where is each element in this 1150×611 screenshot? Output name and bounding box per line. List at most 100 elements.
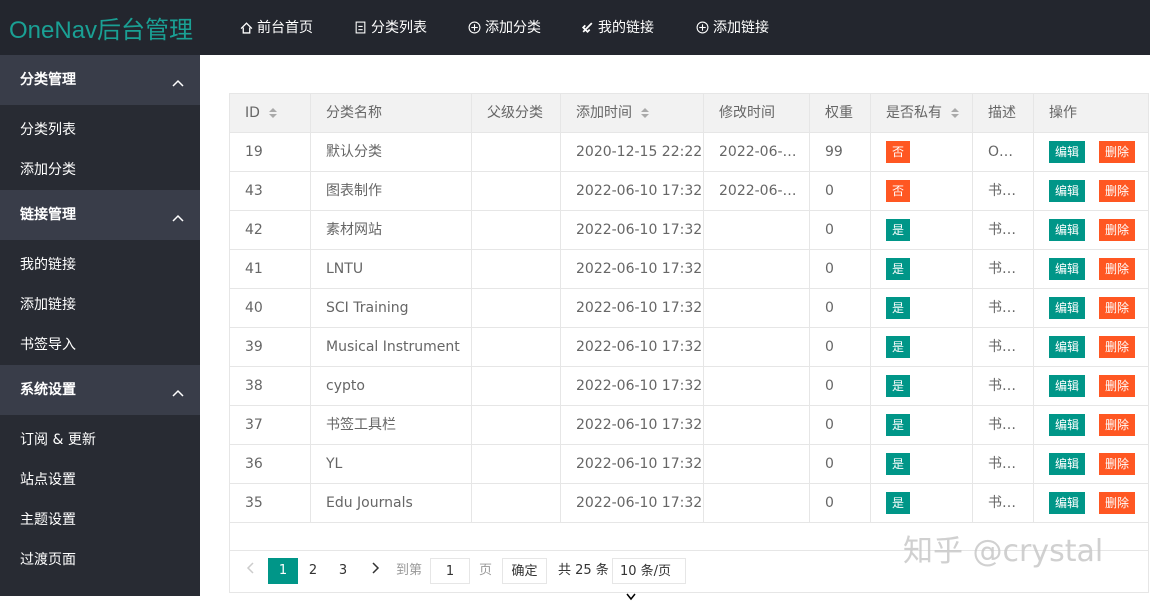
edit-button[interactable]: 编辑 <box>1049 141 1085 163</box>
menu-item[interactable]: 书签导入 <box>20 337 76 353</box>
edit-button[interactable]: 编辑 <box>1049 453 1085 475</box>
prev-page[interactable] <box>240 558 260 584</box>
menu-group-title[interactable]: 系统设置 <box>0 365 200 415</box>
nav-item[interactable]: 前台首页 <box>240 17 313 37</box>
page-number[interactable]: 2 <box>308 563 318 578</box>
cell-text: O… <box>988 144 1014 160</box>
nav-label: 分类列表 <box>371 20 427 36</box>
column-header[interactable]: 添加时间 <box>561 94 704 133</box>
menu-item[interactable]: 过渡页面 <box>20 552 76 568</box>
private-badge: 否 <box>886 180 910 202</box>
table-cell: 是 <box>871 211 973 250</box>
table-cell: 37 <box>230 406 311 445</box>
column-header: 父级分类 <box>472 94 561 133</box>
table-cell: 编辑 删除 <box>1034 445 1149 484</box>
menu-group-title[interactable]: 分类管理 <box>0 55 200 105</box>
delete-button[interactable]: 删除 <box>1099 180 1135 202</box>
cell-text: 2022-06-10 17:32 <box>576 495 703 511</box>
next-page[interactable] <box>366 558 386 584</box>
nav-item[interactable]: 分类列表 <box>354 17 427 37</box>
confirm-button[interactable]: 确定 <box>502 558 547 584</box>
table-cell: 2022-06-10 17:32 <box>561 406 704 445</box>
page-number[interactable]: 1 <box>268 558 298 584</box>
edit-button[interactable]: 编辑 <box>1049 258 1085 280</box>
chevron <box>172 389 184 397</box>
menu-item[interactable]: 添加链接 <box>20 297 76 313</box>
table-cell <box>472 133 561 172</box>
column-label: 权重 <box>825 105 853 121</box>
table-cell: 书… <box>973 328 1034 367</box>
menu-item[interactable]: 站点设置 <box>20 472 76 488</box>
delete-button[interactable]: 删除 <box>1099 219 1135 241</box>
delete-button[interactable]: 删除 <box>1099 297 1135 319</box>
edit-button[interactable]: 编辑 <box>1049 297 1085 319</box>
edit-button[interactable]: 编辑 <box>1049 414 1085 436</box>
nav-item[interactable]: 我的链接 <box>581 17 654 37</box>
logo[interactable]: OneNav后台管理 <box>9 17 194 44</box>
cell-text: 书… <box>988 222 1016 238</box>
column-header[interactable]: ID <box>230 94 311 133</box>
table-cell: 36 <box>230 445 311 484</box>
edit-button[interactable]: 编辑 <box>1049 336 1085 358</box>
edit-button[interactable]: 编辑 <box>1049 492 1085 514</box>
edit-button[interactable]: 编辑 <box>1049 375 1085 397</box>
nav-item[interactable]: 添加链接 <box>696 17 769 37</box>
menu-item[interactable]: 主题设置 <box>20 512 76 528</box>
table-cell <box>472 406 561 445</box>
menu-item[interactable]: 我的链接 <box>20 257 76 273</box>
menu-group-title[interactable]: 链接管理 <box>0 190 200 240</box>
table-cell: 19 <box>230 133 311 172</box>
page-number[interactable]: 3 <box>338 563 348 578</box>
table-cell: 否 <box>871 172 973 211</box>
edit-button[interactable]: 编辑 <box>1049 180 1085 202</box>
table-cell: 书… <box>973 289 1034 328</box>
delete-button[interactable]: 删除 <box>1099 141 1135 163</box>
cell-text: 36 <box>245 456 263 472</box>
table-cell: 素材网站 <box>311 211 472 250</box>
table-cell: 是 <box>871 328 973 367</box>
column-header: 修改时间 <box>704 94 810 133</box>
table-cell <box>704 211 810 250</box>
private-badge: 是 <box>886 375 910 397</box>
nav-label: 前台首页 <box>257 20 313 36</box>
page-input[interactable]: 1 <box>430 558 470 584</box>
table-cell: 2022-06-10 17:32 <box>561 289 704 328</box>
menu-item[interactable]: 添加分类 <box>20 162 76 178</box>
delete-button[interactable]: 删除 <box>1099 336 1135 358</box>
cell-text: 43 <box>245 183 263 199</box>
table-cell: 2022-06-10 17:32 <box>561 250 704 289</box>
sort-icon[interactable] <box>950 107 960 119</box>
table-cell: 0 <box>810 289 871 328</box>
delete-button[interactable]: 删除 <box>1099 258 1135 280</box>
table-cell: 2022-06-10 17:32 <box>561 328 704 367</box>
delete-button[interactable]: 删除 <box>1099 414 1135 436</box>
nav-label: 添加分类 <box>485 20 541 36</box>
table-cell <box>704 289 810 328</box>
table-cell: 0 <box>810 406 871 445</box>
page-size-select[interactable]: 10 条/页 <box>612 558 686 601</box>
table-cell: 0 <box>810 445 871 484</box>
page-unit: 页 <box>479 563 493 578</box>
menu-item[interactable]: 分类列表 <box>20 122 76 138</box>
sort-icon[interactable] <box>640 107 650 119</box>
column-header: 权重 <box>810 94 871 133</box>
column-header[interactable]: 是否私有 <box>871 94 973 133</box>
table-cell: 99 <box>810 133 871 172</box>
nav-icon <box>696 21 709 33</box>
cell-text: 2022-06-10 17:32 <box>576 222 703 238</box>
table-cell: Musical Instrument <box>311 328 472 367</box>
table-cell: 默认分类 <box>311 133 472 172</box>
table-cell: 2022-06-10 17:32 <box>561 172 704 211</box>
menu-item[interactable]: 订阅 & 更新 <box>20 432 96 448</box>
table-cell: 2022-06-10 17:32 <box>561 367 704 406</box>
private-badge: 否 <box>886 141 910 163</box>
nav-item[interactable]: 添加分类 <box>468 17 541 37</box>
sort-icon[interactable] <box>268 107 278 119</box>
cell-text: 0 <box>825 261 834 277</box>
edit-button[interactable]: 编辑 <box>1049 219 1085 241</box>
table-cell: 书… <box>973 406 1034 445</box>
delete-button[interactable]: 删除 <box>1099 492 1135 514</box>
delete-button[interactable]: 删除 <box>1099 375 1135 397</box>
delete-button[interactable]: 删除 <box>1099 453 1135 475</box>
collapse-icon <box>172 385 184 401</box>
